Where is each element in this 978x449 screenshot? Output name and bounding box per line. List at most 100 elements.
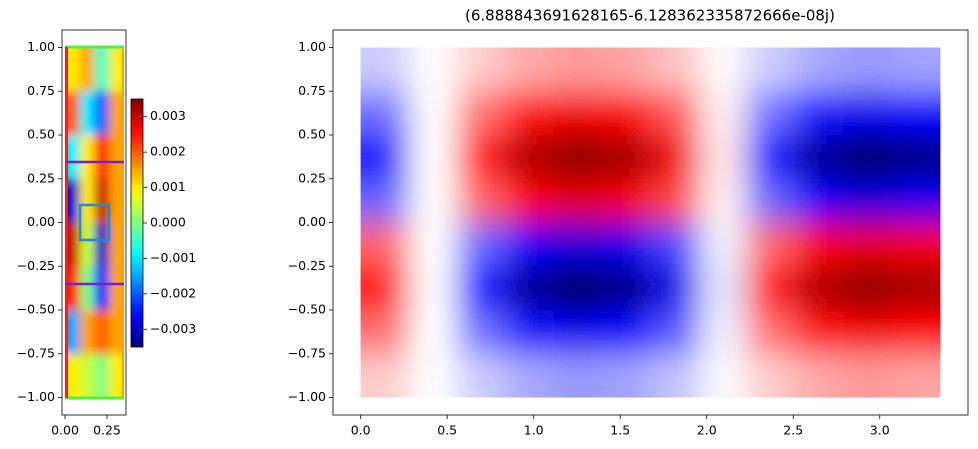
- inclusion-box: [78, 203, 111, 242]
- heat-cell-smooth: [408, 310, 458, 355]
- heat-cell-smooth: [602, 266, 651, 311]
- heat-cell-smooth: [457, 135, 507, 180]
- heat-cell-smooth: [843, 47, 893, 92]
- heat-cell-smooth: [79, 266, 95, 311]
- heat-cell-smooth: [360, 47, 410, 92]
- heat-cell-smooth: [65, 310, 81, 355]
- heat-cell-smooth: [892, 47, 941, 92]
- heat-cell-smooth: [553, 222, 603, 267]
- heatmap: [65, 47, 124, 398]
- heat-cell-smooth: [892, 266, 941, 311]
- heat-cell-smooth: [65, 178, 81, 223]
- heat-cell-smooth: [109, 91, 124, 136]
- heat-cell-smooth: [505, 222, 555, 267]
- x-tick-label: 0.25: [93, 423, 121, 438]
- heat-cell-smooth: [650, 353, 700, 398]
- heat-cell-smooth: [505, 178, 555, 223]
- heat-cell-smooth: [408, 135, 458, 180]
- heat-cell-smooth: [843, 310, 893, 355]
- heat-cell-smooth: [892, 310, 941, 355]
- heat-cell-smooth: [109, 178, 124, 223]
- heat-cell-smooth: [553, 353, 603, 398]
- chart-title: (6.888843691628165-6.128362335872666e-08…: [465, 7, 835, 25]
- x-tick-label: 2.5: [783, 423, 803, 438]
- cells-smooth: [65, 47, 124, 398]
- heat-cell-smooth: [795, 222, 845, 267]
- heat-cell-smooth: [94, 91, 110, 136]
- heat-cell-smooth: [65, 91, 81, 136]
- y-tick-label: 0.00: [298, 214, 326, 229]
- heat-cell-smooth: [553, 178, 603, 223]
- heat-cell-smooth: [843, 353, 893, 398]
- heat-cell-smooth: [747, 47, 796, 92]
- heat-cell-smooth: [505, 353, 555, 398]
- heat-cell-smooth: [408, 91, 458, 136]
- heat-cell-smooth: [360, 266, 410, 311]
- y-tick-label: −1.00: [17, 389, 55, 404]
- heat-cell-smooth: [505, 135, 555, 180]
- heat-cell-smooth: [698, 266, 748, 311]
- heat-cell-smooth: [698, 353, 748, 398]
- heat-cell-smooth: [843, 178, 893, 223]
- heat-cell-smooth: [65, 266, 81, 311]
- heat-cell-smooth: [892, 91, 941, 136]
- heat-cell-smooth: [505, 310, 555, 355]
- heat-cell-smooth: [650, 91, 700, 136]
- heat-cell-smooth: [79, 178, 95, 223]
- heat-cell-smooth: [79, 91, 95, 136]
- heat-cell-smooth: [650, 310, 700, 355]
- heat-cell-smooth: [79, 222, 95, 267]
- heat-cell-smooth: [65, 222, 81, 267]
- heat-cell-smooth: [109, 310, 124, 355]
- heat-cell-smooth: [553, 266, 603, 311]
- heat-cell-smooth: [457, 353, 507, 398]
- y-tick-label: −0.50: [288, 302, 326, 317]
- heat-cell-smooth: [79, 353, 95, 398]
- heat-cell-smooth: [602, 178, 651, 223]
- colorbar-tick-label: −0.002: [150, 285, 196, 300]
- heat-cell-smooth: [747, 222, 796, 267]
- x-tick-label: 0.0: [351, 423, 371, 438]
- heat-cell-smooth: [698, 91, 748, 136]
- heat-cell-smooth: [408, 353, 458, 398]
- heat-cell-smooth: [457, 91, 507, 136]
- heat-cell-smooth: [747, 353, 796, 398]
- heat-cell-smooth: [360, 135, 410, 180]
- x-tick-label: 0.5: [437, 423, 457, 438]
- y-tick-label: −0.75: [17, 345, 55, 360]
- heat-cell-smooth: [892, 178, 941, 223]
- heat-cell-smooth: [795, 135, 845, 180]
- heat-cell-smooth: [94, 310, 110, 355]
- heat-cell-smooth: [602, 353, 651, 398]
- heat-cell-smooth: [109, 47, 124, 92]
- y-tick-label: −0.25: [288, 258, 326, 273]
- heat-cell-smooth: [795, 353, 845, 398]
- heat-cell-smooth: [408, 222, 458, 267]
- heat-cell-smooth: [408, 178, 458, 223]
- heat-cell-smooth: [650, 222, 700, 267]
- colorbar-tick-label: −0.001: [150, 250, 196, 265]
- heat-cell-smooth: [408, 266, 458, 311]
- heat-cell-smooth: [698, 47, 748, 92]
- colorbar-tick-label: 0.001: [150, 179, 186, 194]
- heat-cell-smooth: [698, 310, 748, 355]
- heat-cell-smooth: [457, 178, 507, 223]
- heat-cell-smooth: [650, 266, 700, 311]
- y-tick-label: −0.50: [17, 302, 55, 317]
- heat-cell-smooth: [79, 310, 95, 355]
- heat-cell-smooth: [602, 135, 651, 180]
- colorbar: [130, 98, 144, 348]
- heat-cell-smooth: [360, 310, 410, 355]
- y-tick-label: 0.00: [27, 214, 55, 229]
- heat-cell-smooth: [408, 47, 458, 92]
- x-tick-label: 1.5: [610, 423, 630, 438]
- colorbar-tick-label: 0.002: [150, 144, 186, 159]
- y-tick-label: −0.25: [17, 258, 55, 273]
- colorbar-tick-label: 0.003: [150, 108, 186, 123]
- heat-cell-smooth: [747, 91, 796, 136]
- heat-cell-smooth: [109, 222, 124, 267]
- heat-cell-smooth: [843, 135, 893, 180]
- heat-cell-smooth: [747, 266, 796, 311]
- heat-cell-smooth: [698, 135, 748, 180]
- heat-cell-smooth: [892, 135, 941, 180]
